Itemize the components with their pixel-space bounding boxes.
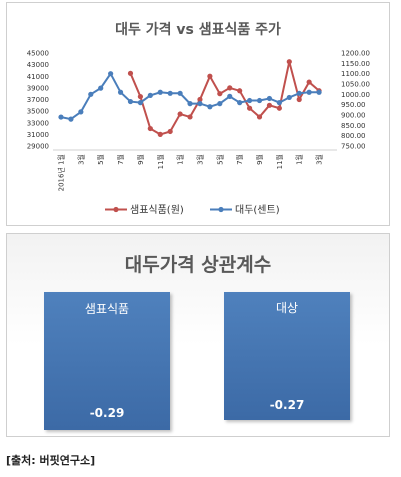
y-left-tick-label: 29000	[27, 143, 49, 151]
series-point-soybean	[127, 98, 134, 105]
y-right-tick-label: 1050.00	[341, 81, 370, 89]
x-tick-label: 5월	[96, 154, 105, 165]
source-note: [출처: 버핏연구소]	[6, 454, 96, 467]
line-chart-panel: 45000 43000 41000 39000 37000 35000 33000 31000…	[6, 2, 390, 226]
y-right-tick-label: 750.00	[341, 143, 366, 151]
bar-value-sempio: -0.29	[89, 406, 125, 420]
x-tick-label: 1월	[295, 154, 304, 165]
series-point-sempio	[177, 111, 183, 117]
series-point-sempio	[276, 105, 282, 111]
series-point-soybean	[286, 94, 292, 101]
series-point-soybean	[256, 97, 263, 104]
x-tick-label: 11월	[275, 154, 284, 169]
series-point-soybean	[137, 100, 144, 106]
x-tick-label: 3월	[195, 154, 204, 165]
series-point-sempio	[296, 96, 302, 103]
series-point-sempio	[266, 102, 273, 108]
legend-marker-soybean	[218, 206, 224, 213]
series-point-sempio	[147, 125, 153, 132]
series-point-soybean	[276, 100, 282, 106]
line-chart-title: 대두 가격 vs 샘표식품 주가	[115, 22, 281, 38]
series-point-sempio	[157, 131, 163, 137]
series-point-sempio	[227, 85, 233, 91]
series-point-soybean	[157, 89, 163, 95]
series-line-soybean	[60, 71, 320, 121]
y-right-tick-label: 900.00	[341, 112, 366, 120]
x-tick-label: 3월	[315, 154, 324, 165]
series-point-sempio	[256, 114, 263, 120]
y-right-tick-label: 1200.00	[341, 50, 370, 58]
y-left-tick-label: 45000	[27, 50, 49, 58]
y-right-tick-label: 800.00	[341, 132, 366, 140]
legend-marker-sempio	[113, 206, 119, 213]
series-point-soybean	[117, 89, 124, 95]
x-tick-label: 7월	[235, 154, 244, 165]
x-tick-label: 3월	[76, 154, 85, 165]
x-tick-label: 1월	[176, 154, 185, 165]
series-point-sempio	[127, 70, 134, 76]
x-tick-label: 11월	[156, 154, 165, 169]
series-point-sempio	[187, 114, 193, 120]
y-left-tick-label: 37000	[27, 96, 49, 104]
series-point-sempio	[246, 105, 253, 111]
legend-label-soybean: 대두(센트)	[235, 204, 280, 216]
bar-value-daesang: -0.27	[269, 398, 305, 413]
y-left-tick-label: 33000	[27, 119, 49, 127]
series-point-soybean	[187, 101, 193, 107]
series-point-soybean	[197, 101, 203, 107]
series-point-soybean	[237, 100, 243, 106]
series-point-soybean	[296, 90, 302, 96]
y-right-tick-label: 850.00	[341, 122, 366, 130]
x-tick-label: 7월	[116, 154, 125, 165]
y-right-tick-label: 1150.00	[341, 60, 370, 68]
series-point-soybean	[316, 89, 322, 95]
line-chart: 45000 43000 41000 39000 37000 35000 33000 31000…	[27, 50, 370, 217]
x-tick-label: 9월	[136, 154, 145, 165]
y-left-tick-label: 41000	[27, 73, 49, 81]
y-right-tick-label: 1100.00	[341, 70, 370, 78]
series-point-sempio	[167, 128, 173, 135]
series-point-sempio	[137, 93, 144, 100]
y-left-tick-label: 39000	[27, 84, 49, 92]
series-point-soybean	[58, 114, 64, 120]
series-point-soybean	[246, 97, 253, 104]
bar-sempio: 샘표식품 -0.29	[44, 292, 170, 430]
series-point-soybean	[88, 91, 94, 97]
bar-label-sempio: 샘표식품	[84, 302, 130, 316]
series-point-soybean	[306, 89, 312, 95]
bar-chart-panel: 대두가격 상관계수 샘표식품 -0.29 대상 -0.27	[6, 233, 390, 437]
x-tick-label: 2016년 1월	[57, 154, 66, 191]
y-left-tick-label: 43000	[27, 61, 49, 69]
y-right-tick-label: 950.00	[341, 101, 366, 109]
series-point-soybean	[177, 90, 183, 96]
series-point-sempio	[237, 88, 243, 94]
series-point-sempio	[197, 96, 203, 103]
series-point-sempio	[286, 59, 292, 65]
y-left-tick-label: 31000	[27, 131, 49, 139]
series-point-soybean	[266, 95, 273, 102]
series-point-soybean	[78, 109, 84, 115]
series-point-soybean	[207, 104, 213, 110]
series-point-soybean	[108, 71, 114, 77]
bar-daesang: 대상 -0.27	[224, 292, 350, 421]
x-tick-label: 9월	[255, 154, 264, 165]
series-point-soybean	[98, 85, 104, 91]
x-tick-label: 5월	[215, 154, 224, 165]
series-point-sempio	[306, 79, 312, 85]
series-point-soybean	[227, 93, 233, 99]
y-left-tick-label: 35000	[27, 108, 49, 116]
series-point-soybean	[167, 90, 173, 96]
series-point-sempio	[217, 91, 223, 97]
legend-label-sempio: 샘표식품(원)	[130, 204, 184, 216]
bar-label-daesang: 대상	[275, 301, 299, 315]
y-right-tick-label: 1000.00	[341, 91, 370, 99]
series-point-sempio	[207, 73, 213, 79]
series-point-soybean	[147, 92, 153, 98]
series-point-soybean	[217, 101, 223, 107]
bar-chart-title: 대두가격 상관계수	[124, 254, 272, 276]
series-point-soybean	[68, 116, 74, 122]
